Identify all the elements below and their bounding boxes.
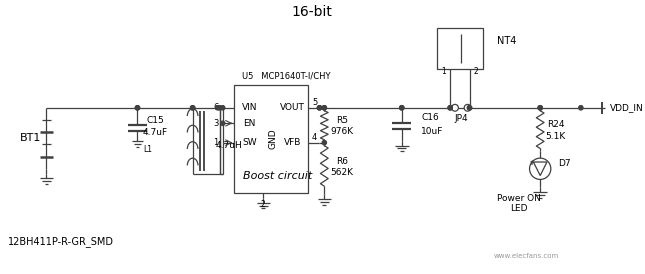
Text: 3: 3 xyxy=(213,119,219,128)
Circle shape xyxy=(317,106,322,110)
Circle shape xyxy=(215,106,220,110)
Text: 5: 5 xyxy=(312,98,317,107)
Circle shape xyxy=(400,106,404,110)
Text: 4.7uH: 4.7uH xyxy=(216,141,243,150)
Text: R24: R24 xyxy=(547,120,564,129)
Text: VDD_IN: VDD_IN xyxy=(610,103,644,112)
Circle shape xyxy=(464,104,471,111)
Circle shape xyxy=(317,106,322,110)
Text: 976K: 976K xyxy=(330,127,353,136)
Circle shape xyxy=(579,106,583,110)
Circle shape xyxy=(448,106,452,110)
Text: 1: 1 xyxy=(442,67,446,76)
Text: JP4: JP4 xyxy=(455,114,468,123)
Text: www.elecfans.com: www.elecfans.com xyxy=(493,253,559,259)
Text: VIN: VIN xyxy=(242,103,257,112)
Circle shape xyxy=(322,106,326,110)
Text: D7: D7 xyxy=(559,159,571,169)
Text: 5.1K: 5.1K xyxy=(546,132,566,141)
Circle shape xyxy=(190,106,195,110)
Circle shape xyxy=(190,106,195,110)
Circle shape xyxy=(538,106,542,110)
Circle shape xyxy=(468,106,471,110)
Text: 1: 1 xyxy=(213,138,219,147)
Text: C16: C16 xyxy=(421,113,439,122)
Text: LED: LED xyxy=(510,204,528,213)
Text: 562K: 562K xyxy=(330,168,353,177)
Text: Boost circuit: Boost circuit xyxy=(243,170,312,181)
Circle shape xyxy=(221,106,225,110)
Circle shape xyxy=(217,106,222,110)
Text: 2: 2 xyxy=(473,67,478,76)
Text: 16-bit: 16-bit xyxy=(292,5,332,19)
Circle shape xyxy=(322,141,326,145)
Text: U5   MCP1640T-I/CHY: U5 MCP1640T-I/CHY xyxy=(242,71,330,80)
Text: Power ON: Power ON xyxy=(497,194,541,203)
Bar xyxy=(437,28,483,69)
Text: VOUT: VOUT xyxy=(280,103,305,112)
Circle shape xyxy=(468,106,471,110)
Circle shape xyxy=(530,158,551,179)
Text: R6: R6 xyxy=(336,156,348,165)
Text: R5: R5 xyxy=(336,116,348,125)
Polygon shape xyxy=(533,162,547,176)
Text: VFB: VFB xyxy=(284,138,301,147)
Text: 2: 2 xyxy=(261,200,266,209)
Bar xyxy=(234,85,308,193)
Text: EN: EN xyxy=(244,119,256,128)
Text: 10uF: 10uF xyxy=(421,127,444,136)
Circle shape xyxy=(221,121,225,125)
Circle shape xyxy=(135,106,139,110)
Text: C15: C15 xyxy=(146,116,164,125)
Text: L1: L1 xyxy=(143,145,152,154)
Text: 12BH411P-R-GR_SMD: 12BH411P-R-GR_SMD xyxy=(8,236,114,247)
Text: NT4: NT4 xyxy=(497,36,516,46)
Circle shape xyxy=(451,104,459,111)
Text: GND: GND xyxy=(268,129,277,149)
Circle shape xyxy=(448,106,452,110)
Circle shape xyxy=(400,106,404,110)
Text: 4.7uF: 4.7uF xyxy=(143,129,168,138)
Text: SW: SW xyxy=(243,138,257,147)
Circle shape xyxy=(322,106,326,110)
Text: 6: 6 xyxy=(213,103,219,112)
Circle shape xyxy=(538,106,542,110)
Text: BT1: BT1 xyxy=(20,133,42,143)
Text: 4: 4 xyxy=(312,133,317,142)
Circle shape xyxy=(135,106,139,110)
